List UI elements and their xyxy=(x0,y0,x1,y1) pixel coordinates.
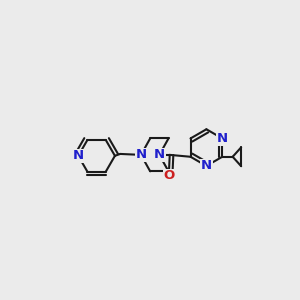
Text: N: N xyxy=(135,148,147,161)
Text: O: O xyxy=(163,169,174,182)
Text: N: N xyxy=(154,148,165,161)
Text: N: N xyxy=(73,149,84,162)
Text: N: N xyxy=(217,132,228,145)
Text: N: N xyxy=(201,159,212,172)
